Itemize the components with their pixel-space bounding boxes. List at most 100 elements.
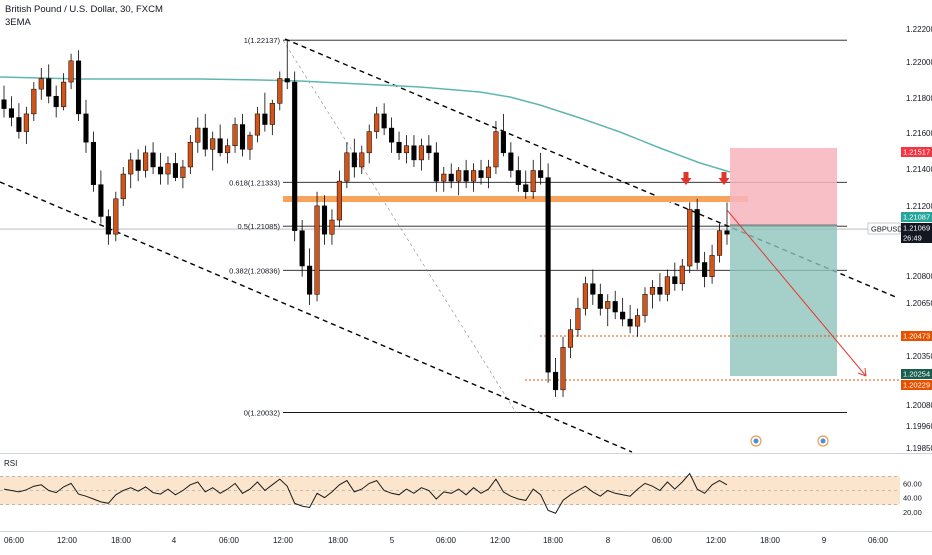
candle-body xyxy=(441,174,446,181)
candle-body xyxy=(561,347,566,389)
price-tick-label: 1.20650 xyxy=(906,299,932,308)
time-tick-label: 5 xyxy=(390,536,395,545)
time-tick-label: 06:00 xyxy=(868,536,889,545)
price-label-text: 1.20229 xyxy=(903,381,930,390)
candle-body xyxy=(181,167,186,178)
chart-title: British Pound / U.S. Dollar, 30, FXCM xyxy=(5,4,163,15)
candle-body xyxy=(263,114,268,125)
candle-body xyxy=(69,61,74,82)
candle-body xyxy=(210,139,215,150)
candle-body xyxy=(404,146,409,153)
candle-body xyxy=(591,284,596,295)
candle-body xyxy=(613,301,618,312)
rsi-label: RSI xyxy=(4,459,17,468)
candle-body xyxy=(121,174,126,199)
candle-body xyxy=(531,171,536,192)
price-label-text: 26:49 xyxy=(903,234,922,243)
candle-body xyxy=(61,82,66,107)
candle-body xyxy=(702,262,707,276)
candle-body xyxy=(188,142,193,167)
candle-body xyxy=(9,109,14,118)
time-tick-label: 12:00 xyxy=(57,536,78,545)
price-tick-label: 1.22200 xyxy=(906,25,932,34)
candle-body xyxy=(523,185,528,192)
candle-body xyxy=(397,142,402,153)
candle-body xyxy=(576,308,581,329)
candle-body xyxy=(136,160,141,171)
candle-body xyxy=(568,330,573,348)
candle-body xyxy=(91,142,96,184)
price-label-text: 1.20254 xyxy=(903,370,930,379)
fib-level-label: 0(1.20032) xyxy=(244,408,281,417)
candle-body xyxy=(695,209,700,262)
candle-body xyxy=(598,294,603,308)
time-tick-label: 8 xyxy=(606,536,611,545)
candle-body xyxy=(32,89,37,114)
price-tick-label: 1.22000 xyxy=(906,58,932,67)
time-tick-label: 18:00 xyxy=(543,536,564,545)
candle-body xyxy=(54,96,59,107)
candle-body xyxy=(628,319,633,326)
time-tick-label: 12:00 xyxy=(273,536,294,545)
candle-body xyxy=(24,114,29,132)
time-tick-label: 4 xyxy=(172,536,177,545)
candle-body xyxy=(419,146,424,160)
time-tick-label: 06:00 xyxy=(4,536,25,545)
stop-loss-zone xyxy=(730,148,837,225)
price-label-text: 1.21087 xyxy=(903,213,930,222)
price-tick-label: 1.19960 xyxy=(906,422,932,431)
price-label-text: 1.21517 xyxy=(903,148,930,157)
price-tick-label: 1.21800 xyxy=(906,94,932,103)
candle-body xyxy=(538,171,543,178)
candle-body xyxy=(471,171,476,182)
candle-body xyxy=(494,132,499,167)
price-tick-label: 1.20800 xyxy=(906,272,932,281)
candle-body xyxy=(240,125,245,150)
rsi-tick-label: 20.00 xyxy=(903,508,922,517)
price-tick-label: 1.21400 xyxy=(906,165,932,174)
time-tick-label: 12:00 xyxy=(706,536,727,545)
candle-body xyxy=(352,153,357,167)
candle-body xyxy=(225,146,230,153)
fib-level-label: 0.618(1.21333) xyxy=(229,178,280,187)
candle-body xyxy=(203,128,208,149)
candle-body xyxy=(427,146,432,153)
ticker-label-text: GBPUSD xyxy=(871,225,903,234)
candle-body xyxy=(76,61,81,114)
candle-body xyxy=(710,255,715,276)
candle-body xyxy=(218,139,223,153)
candle-body xyxy=(307,266,312,294)
candle-body xyxy=(233,125,238,146)
candle-body xyxy=(650,287,655,294)
indicator-label: 3EMA xyxy=(5,17,31,28)
candle-body xyxy=(359,153,364,167)
price-tick-label: 1.20080 xyxy=(906,401,932,410)
candle-body xyxy=(337,181,342,220)
candle-body xyxy=(374,114,379,132)
take-profit-zone xyxy=(730,225,837,376)
candle-body xyxy=(315,206,320,294)
sell-arrow-icon xyxy=(719,172,730,185)
candle-body xyxy=(292,82,297,231)
candle-body xyxy=(46,79,51,97)
candle-body xyxy=(17,117,22,131)
candle-body xyxy=(479,171,484,178)
candle-body xyxy=(277,79,282,104)
candle-body xyxy=(195,128,200,142)
candle-body xyxy=(546,178,551,373)
candle-body xyxy=(509,153,514,171)
fib-level-label: 0.5(1.21085) xyxy=(237,222,280,231)
candle-body xyxy=(113,199,118,234)
candle-body xyxy=(412,146,417,160)
candle-body xyxy=(501,132,506,153)
candle-body xyxy=(39,79,44,90)
candle-body xyxy=(322,206,327,234)
candle-body xyxy=(717,231,722,256)
time-tick-label: 18:00 xyxy=(111,536,132,545)
ema-line xyxy=(0,77,730,172)
price-tick-label: 1.21200 xyxy=(906,202,932,211)
event-flag-dot xyxy=(754,439,759,444)
candle-body xyxy=(464,171,469,182)
